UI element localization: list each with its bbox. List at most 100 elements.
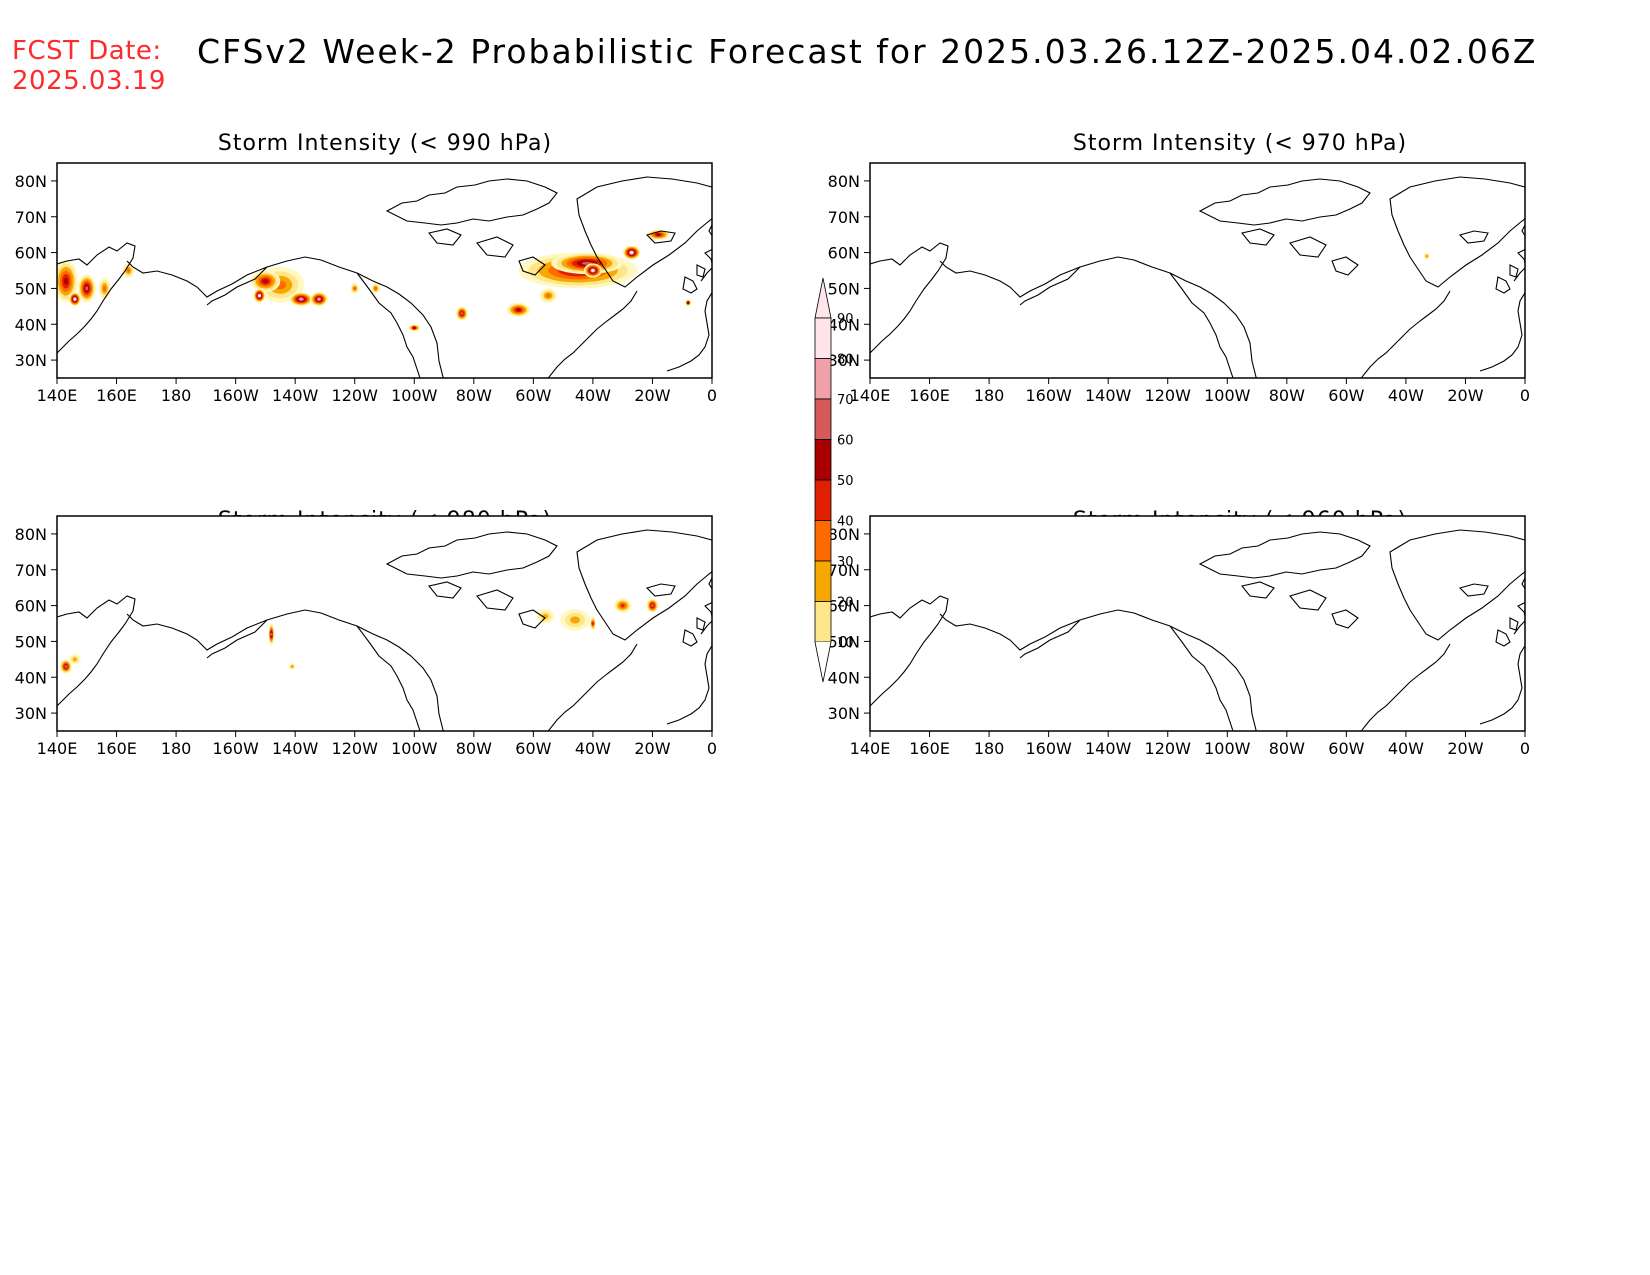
lon-label: 60W bbox=[1328, 386, 1364, 405]
lon-label: 160W bbox=[1025, 386, 1072, 405]
lat-label: 80N bbox=[15, 172, 47, 191]
map-background bbox=[57, 516, 712, 731]
probability-contour bbox=[516, 308, 521, 312]
colorbar-swatch bbox=[814, 317, 832, 359]
lat-label: 80N bbox=[15, 525, 47, 544]
probability-contour bbox=[269, 632, 273, 636]
fcst-date: 2025.03.19 bbox=[12, 66, 166, 96]
lat-label: 40N bbox=[828, 668, 860, 687]
colorbar-swatch bbox=[814, 560, 832, 602]
lon-label: 140E bbox=[37, 386, 78, 405]
lon-label: 100W bbox=[1204, 739, 1251, 758]
lon-label: 160W bbox=[1025, 739, 1072, 758]
probability-contour bbox=[85, 286, 89, 291]
lon-label: 180 bbox=[974, 739, 1005, 758]
lon-label: 140E bbox=[850, 386, 891, 405]
probability-contour bbox=[570, 616, 581, 624]
probability-field bbox=[57, 229, 692, 332]
map-frame bbox=[869, 515, 1526, 732]
lon-label: 120W bbox=[1145, 386, 1192, 405]
lon-label: 20W bbox=[634, 386, 670, 405]
probability-contour bbox=[591, 269, 595, 272]
lat-label: 70N bbox=[828, 208, 860, 227]
probability-contour bbox=[546, 293, 551, 298]
probability-contour bbox=[257, 294, 261, 298]
lon-label: 180 bbox=[161, 739, 192, 758]
lon-label: 160E bbox=[909, 739, 950, 758]
probability-contour bbox=[103, 285, 107, 292]
lon-label: 60W bbox=[515, 739, 551, 758]
lon-label: 40W bbox=[575, 386, 611, 405]
panel-title-990: Storm Intensity (< 990 hPa) bbox=[217, 131, 553, 156]
lat-label: 40N bbox=[15, 668, 47, 687]
colorbar-swatch bbox=[814, 439, 832, 481]
probability-field bbox=[1423, 252, 1430, 260]
lon-label: 0 bbox=[707, 739, 717, 758]
lat-label: 50N bbox=[15, 632, 47, 651]
lon-label: 180 bbox=[161, 386, 192, 405]
lon-label: 140E bbox=[37, 739, 78, 758]
lon-label: 0 bbox=[1520, 386, 1530, 405]
map-panel-990: 80N 70N 60N 50N 40N 30N 140E 160E 180 160W 140W 120… bbox=[15, 162, 717, 405]
probability-contour bbox=[656, 233, 661, 237]
colorbar-label: 10 bbox=[837, 636, 854, 651]
lon-label: 160E bbox=[909, 386, 950, 405]
colorbar-label: 60 bbox=[837, 434, 854, 449]
lon-label: 140E bbox=[850, 739, 891, 758]
fcst-label: FCST Date: bbox=[12, 36, 162, 66]
map-background bbox=[870, 163, 1525, 378]
lon-label: 80W bbox=[456, 386, 492, 405]
colorbar-label: 40 bbox=[837, 515, 854, 530]
lat-label: 40N bbox=[15, 315, 47, 334]
lon-label: 20W bbox=[634, 739, 670, 758]
lon-label: 160W bbox=[212, 386, 259, 405]
colorbar-label: 90 bbox=[837, 312, 854, 327]
lon-label: 100W bbox=[391, 739, 438, 758]
probability-contour bbox=[630, 251, 634, 255]
colorbar-swatch bbox=[814, 479, 832, 521]
colorbar-label: 70 bbox=[837, 393, 854, 408]
probability-contour bbox=[353, 286, 357, 290]
lon-label: 120W bbox=[332, 739, 379, 758]
lon-label: 160E bbox=[96, 386, 137, 405]
colorbar-label: 80 bbox=[837, 353, 854, 368]
lon-label: 120W bbox=[332, 386, 379, 405]
lon-label: 60W bbox=[515, 386, 551, 405]
lat-label: 60N bbox=[828, 244, 860, 263]
map-panel-960: 80N 70N 60N 50N 40N 30N 140E 160E 180 160W 140W 120… bbox=[828, 515, 1530, 758]
map-frame bbox=[56, 162, 713, 379]
lat-label: 80N bbox=[828, 172, 860, 191]
lon-label: 180 bbox=[974, 386, 1005, 405]
probability-contour bbox=[126, 268, 130, 273]
panel-title-970: Storm Intensity (< 970 hPa) bbox=[1072, 131, 1408, 156]
lat-label: 70N bbox=[15, 561, 47, 580]
lat-label: 60N bbox=[15, 597, 47, 616]
lat-label: 50N bbox=[15, 279, 47, 298]
lon-label: 100W bbox=[391, 386, 438, 405]
probability-contour bbox=[686, 301, 690, 305]
lon-label: 40W bbox=[1388, 386, 1424, 405]
lon-label: 0 bbox=[1520, 739, 1530, 758]
lon-label: 120W bbox=[1145, 739, 1192, 758]
colorbar-label: 20 bbox=[837, 596, 854, 611]
lon-label: 160E bbox=[96, 739, 137, 758]
probability-field bbox=[59, 598, 659, 674]
lon-label: 40W bbox=[1388, 739, 1424, 758]
colorbar-swatch bbox=[814, 398, 832, 440]
map-frame bbox=[56, 515, 713, 732]
map-panel-980: 80N 70N 60N 50N 40N 30N 140E 160E 180 160W 140W 120… bbox=[15, 515, 717, 758]
lon-label: 80W bbox=[1269, 739, 1305, 758]
probability-contour bbox=[299, 297, 303, 301]
probability-contour bbox=[317, 297, 321, 301]
lat-label: 80N bbox=[828, 525, 860, 544]
fcst-date-block: FCST Date: 2025.03.19 bbox=[12, 36, 166, 96]
lat-label: 60N bbox=[15, 244, 47, 263]
main-title: CFSv2 Week-2 Probabilistic Forecast for … bbox=[197, 32, 1538, 71]
probability-contour bbox=[64, 665, 68, 668]
lon-label: 140W bbox=[272, 386, 319, 405]
probability-contour bbox=[591, 622, 595, 625]
lon-label: 20W bbox=[1447, 739, 1483, 758]
lat-label: 30N bbox=[828, 351, 860, 370]
probability-contour bbox=[412, 326, 416, 330]
